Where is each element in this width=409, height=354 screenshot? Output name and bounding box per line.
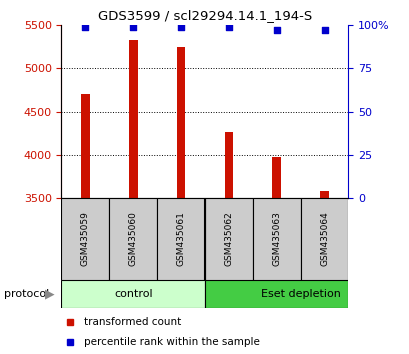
Bar xyxy=(204,280,348,308)
Point xyxy=(273,27,279,33)
Bar xyxy=(61,198,109,280)
Title: GDS3599 / scl29294.14.1_194-S: GDS3599 / scl29294.14.1_194-S xyxy=(98,9,311,22)
Bar xyxy=(300,198,348,280)
Text: GSM435063: GSM435063 xyxy=(272,211,281,267)
Bar xyxy=(157,198,204,280)
Text: GSM435064: GSM435064 xyxy=(319,212,328,266)
Bar xyxy=(252,198,300,280)
Bar xyxy=(176,47,185,198)
Bar xyxy=(204,198,252,280)
Bar xyxy=(272,156,280,198)
Text: GSM435061: GSM435061 xyxy=(176,211,185,267)
Bar xyxy=(109,198,157,280)
Text: transformed count: transformed count xyxy=(84,318,181,327)
Text: ▶: ▶ xyxy=(45,287,54,300)
Text: protocol: protocol xyxy=(4,289,49,299)
Text: GSM435060: GSM435060 xyxy=(128,211,137,267)
Point xyxy=(178,24,184,29)
Point xyxy=(130,24,136,29)
Text: Eset depletion: Eset depletion xyxy=(260,289,340,299)
Bar xyxy=(319,191,328,198)
Point xyxy=(82,24,88,29)
Bar xyxy=(61,280,204,308)
Point xyxy=(225,24,231,29)
Text: percentile rank within the sample: percentile rank within the sample xyxy=(84,337,260,347)
Text: control: control xyxy=(114,289,152,299)
Bar xyxy=(128,40,137,198)
Text: GSM435062: GSM435062 xyxy=(224,212,233,266)
Point xyxy=(321,27,327,33)
Bar xyxy=(81,94,90,198)
Bar xyxy=(224,132,233,198)
Text: GSM435059: GSM435059 xyxy=(81,211,90,267)
